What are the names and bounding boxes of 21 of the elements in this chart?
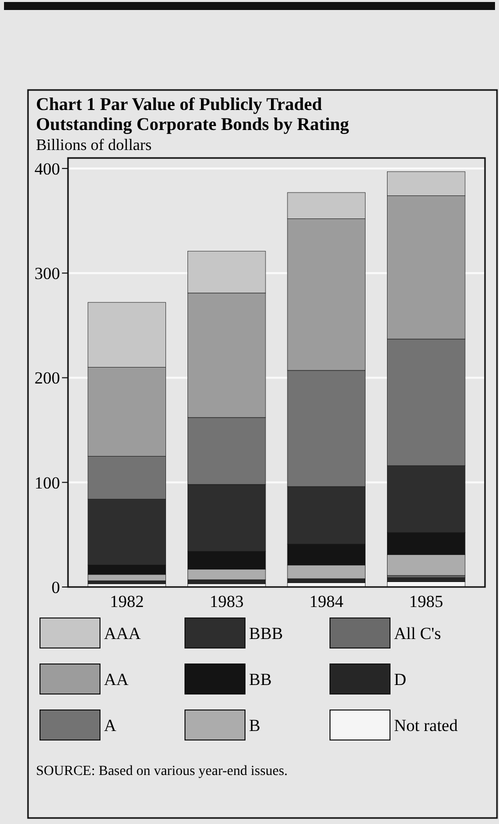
y-tick-label: 300 [34, 264, 60, 284]
chart-subtitle: Billions of dollars [36, 137, 152, 154]
legend-label: Not rated [394, 716, 458, 735]
legend-label: D [394, 670, 406, 689]
y-tick-label: 400 [34, 159, 60, 178]
legend-label: BBB [249, 624, 284, 643]
chart-title: Chart 1 Par Value of Publicly Traded Outstanding Corporate Bonds by Rating [36, 94, 350, 134]
legend-label: A [104, 716, 117, 735]
legend-label: AA [104, 670, 130, 689]
legend-label: BB [249, 670, 272, 689]
legend-label: All C's [394, 624, 441, 643]
y-tick-label: 100 [34, 473, 60, 492]
x-tick-label: 1983 [210, 592, 244, 611]
x-tick-label: 1985 [409, 592, 444, 611]
source-note: SOURCE: Based on various year-end issues. [36, 764, 288, 779]
y-tick-label: 0 [52, 578, 60, 597]
legend-label: AAA [104, 624, 142, 643]
x-tick-label: 1982 [110, 592, 144, 611]
x-tick-label: 1984 [309, 592, 344, 611]
legend-label: B [249, 716, 260, 735]
y-tick-label: 200 [34, 368, 60, 388]
